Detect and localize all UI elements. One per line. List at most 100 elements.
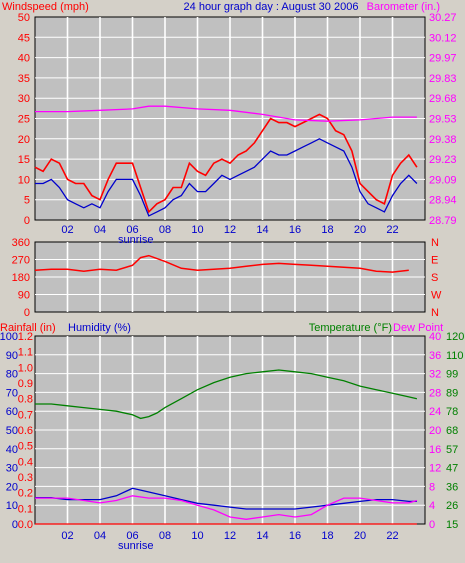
- chart-title: 24 hour graph day : August 30 2006: [184, 1, 359, 13]
- baro-tick-label: 29.23: [429, 154, 457, 166]
- temperature-line: [35, 369, 418, 420]
- baro-tick-label: 29.53: [429, 114, 457, 126]
- temp-tick-label: 89: [446, 387, 458, 399]
- wind-tick-label: 50: [18, 12, 30, 24]
- x-tick-label: 22: [386, 224, 398, 236]
- wind-tick-label: 5: [24, 195, 30, 207]
- x-tick-label: 14: [256, 530, 268, 542]
- windspeed-line: [34, 113, 418, 214]
- barometer-line: [35, 105, 417, 122]
- wind-tick-label: 35: [18, 73, 30, 85]
- wind-tick-label: 0: [24, 215, 30, 227]
- x-tick-label: 10: [191, 530, 203, 542]
- humidity-axis-label: Humidity (%): [68, 322, 131, 334]
- x-tick-label: 10: [191, 224, 203, 236]
- x-tick-label: 18: [321, 530, 333, 542]
- rain-tick-label: 1.1: [18, 347, 33, 359]
- temp-tick-label: 26: [446, 500, 458, 512]
- humidity-tick-label: 90: [6, 350, 18, 362]
- dew-tick-label: 0: [429, 519, 435, 531]
- humidity-tick-label: 60: [6, 406, 18, 418]
- dew-tick-label: 28: [429, 387, 441, 399]
- wind-tick-label: 10: [18, 174, 30, 186]
- dew-tick-label: 40: [429, 331, 441, 343]
- x-tick-label: 02: [61, 530, 73, 542]
- barometer-axis-label: Barometer (in.): [367, 1, 440, 13]
- rain-tick-label: 0.9: [18, 378, 33, 390]
- x-tick-label: 02: [61, 224, 73, 236]
- humidity-tick-label: 0: [12, 519, 18, 531]
- rain-tick-label: 0.3: [18, 472, 33, 484]
- rain-tick-label: 1.2: [18, 331, 33, 343]
- wind-tick-label: 25: [18, 114, 30, 126]
- wind-tick-label: 30: [18, 93, 30, 105]
- dew-point-line: [35, 495, 418, 520]
- windspeed-axis-label: Windspeed (mph): [2, 1, 89, 13]
- x-tick-label: 20: [354, 530, 366, 542]
- sunrise-label: sunrise: [118, 234, 153, 246]
- wind-tick-label: 20: [18, 134, 30, 146]
- x-tick-label: 04: [94, 530, 106, 542]
- temp-tick-label: 57: [446, 444, 458, 456]
- dew-tick-label: 24: [429, 406, 441, 418]
- humidity-tick-label: 20: [6, 481, 18, 493]
- dir-tick-label: 0: [24, 307, 30, 319]
- wind-tick-label: 45: [18, 32, 30, 44]
- x-tick-label: 06: [126, 530, 138, 542]
- temp-tick-label: 68: [446, 425, 458, 437]
- dir-tick-label: 270: [12, 255, 30, 267]
- baro-tick-label: 29.09: [429, 174, 457, 186]
- baro-tick-label: 29.68: [429, 93, 457, 105]
- temp-tick-label: 78: [446, 406, 458, 418]
- compass-tick-label: N: [431, 237, 439, 249]
- x-tick-label: 18: [321, 224, 333, 236]
- sunrise-label: sunrise: [118, 540, 153, 552]
- temp-tick-label: 110: [446, 350, 464, 362]
- x-tick-label: 16: [289, 530, 301, 542]
- dir-tick-label: 360: [12, 237, 30, 249]
- x-tick-label: 20: [354, 224, 366, 236]
- humidity-line: [35, 487, 417, 510]
- rainfall-axis-label: Rainfall (in): [0, 322, 56, 334]
- compass-tick-label: E: [431, 255, 438, 267]
- x-tick-label: 12: [224, 530, 236, 542]
- rain-tick-label: 0.5: [18, 441, 33, 453]
- humidity-tick-label: 40: [6, 444, 18, 456]
- dir-tick-label: 180: [12, 272, 30, 284]
- x-tick-label: 08: [159, 530, 171, 542]
- temp-tick-label: 47: [446, 463, 458, 475]
- rain-tick-label: 0.0: [18, 519, 33, 531]
- baro-tick-label: 28.79: [429, 215, 457, 227]
- x-tick-label: 12: [224, 224, 236, 236]
- baro-tick-label: 28.94: [429, 195, 457, 207]
- x-tick-label: 14: [256, 224, 268, 236]
- rain-tick-label: 0.8: [18, 394, 33, 406]
- wind-tick-label: 40: [18, 53, 30, 65]
- temp-tick-label: 120: [446, 331, 464, 343]
- baro-tick-label: 29.83: [429, 73, 457, 85]
- rain-tick-label: 1.0: [18, 362, 33, 374]
- temp-tick-label: 15: [446, 519, 458, 531]
- dew-tick-label: 20: [429, 425, 441, 437]
- temp-tick-label: 36: [446, 481, 458, 493]
- humidity-tick-label: 50: [6, 425, 18, 437]
- dir-tick-label: 90: [18, 290, 30, 302]
- dew-tick-label: 12: [429, 463, 441, 475]
- humidity-tick-label: 100: [0, 331, 18, 343]
- direction-line: [34, 254, 409, 273]
- baro-tick-label: 30.27: [429, 12, 457, 24]
- x-tick-label: 08: [159, 224, 171, 236]
- x-tick-label: 16: [289, 224, 301, 236]
- x-tick-label: 22: [386, 530, 398, 542]
- dew-tick-label: 8: [429, 481, 435, 493]
- dewpoint-axis-label: Dew Point: [393, 322, 443, 334]
- compass-tick-label: N: [431, 307, 439, 319]
- compass-tick-label: W: [431, 290, 442, 302]
- humidity-tick-label: 70: [6, 387, 18, 399]
- dew-tick-label: 36: [429, 350, 441, 362]
- temp-tick-label: 99: [446, 369, 458, 381]
- wind-tick-label: 15: [18, 154, 30, 166]
- dew-tick-label: 4: [429, 500, 435, 512]
- dew-tick-label: 32: [429, 369, 441, 381]
